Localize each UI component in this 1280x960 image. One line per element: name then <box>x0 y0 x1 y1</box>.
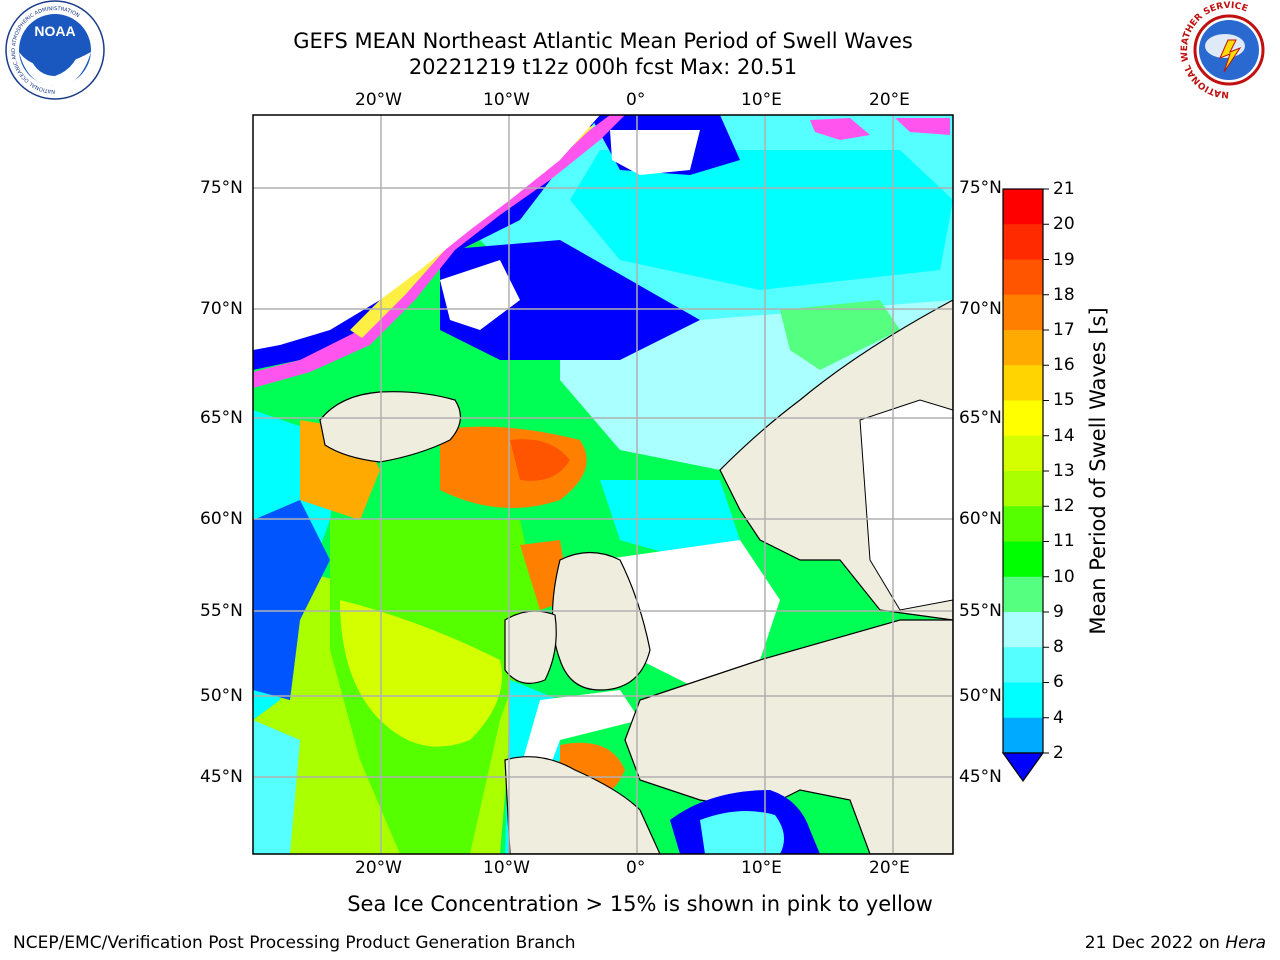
colorbar-tick-label: 20 <box>1053 214 1075 234</box>
lon-label-top-10w: 10°W <box>483 90 530 110</box>
colorbar-segment <box>1003 471 1043 507</box>
noaa-logo-text: NOAA <box>34 23 75 39</box>
colorbar-segment <box>1003 576 1043 613</box>
nws-logo: NATIONAL WEATHER SERVICE <box>1178 0 1280 100</box>
mediterranean-cyan <box>700 811 784 854</box>
swell-field-west-blue <box>253 500 330 700</box>
swell-field-faroes-red <box>510 439 570 481</box>
biscay-inner-mask <box>520 690 640 780</box>
ireland-land <box>504 610 557 684</box>
colorbar-tick-label: 9 <box>1053 602 1064 622</box>
map-graticule <box>253 115 953 854</box>
colorbar-segment <box>1003 612 1043 648</box>
jan-mayen-mask <box>440 260 520 330</box>
colorbar-tick-label: 21 <box>1053 179 1075 199</box>
colorbar-tick-label: 2 <box>1053 743 1064 763</box>
map-panel <box>253 115 953 854</box>
swell-field-north-bright-cyan <box>570 150 953 290</box>
colorbar-segment <box>1003 717 1043 754</box>
colorbar-tick-label: 16 <box>1053 355 1075 375</box>
colorbar-tick-marks <box>1043 188 1049 754</box>
baltic-mask <box>859 399 953 611</box>
colorbar-segment <box>1003 259 1043 296</box>
lon-label-bottom-10w: 10°W <box>483 858 530 878</box>
colorbar-tick-label: 19 <box>1053 250 1075 270</box>
map-frame <box>252 114 954 855</box>
colorbar-tick-label: 18 <box>1053 285 1075 305</box>
lat-label-right-60n: 60°N <box>959 509 1002 529</box>
lat-label-right-75n: 75°N <box>959 178 1002 198</box>
sea-ice-note-text: Sea Ice Concentration > 15% is shown in … <box>347 892 933 916</box>
chart-subtitle: 20221219 t12z 000h fcst Max: 20.51 <box>408 55 798 79</box>
colorbar-tick-label: 13 <box>1053 461 1075 481</box>
colorbar-tick-label: 14 <box>1053 426 1075 446</box>
colorbar-segment <box>1003 365 1043 402</box>
swell-field-southwest-cyan <box>253 720 300 854</box>
footer-machine: Hera <box>1225 933 1266 953</box>
lat-label-right-55n: 55°N <box>959 601 1002 621</box>
lon-label-top-10e: 10°E <box>741 90 782 110</box>
iberia-land <box>504 756 661 854</box>
colorbar-tick-label: 4 <box>1053 708 1064 728</box>
footer-date: 21 Dec 2022 on Hera <box>1085 932 1266 954</box>
sea-ice-franz-josef <box>895 118 950 135</box>
colorbar-tick-label: 12 <box>1053 496 1075 516</box>
sea-ice-svalbard <box>810 118 870 140</box>
lat-label-right-65n: 65°N <box>959 408 1002 428</box>
lon-label-top-20e: 20°E <box>869 90 910 110</box>
colorbar-segment <box>1003 400 1043 437</box>
colorbar-segment <box>1003 224 1043 261</box>
lat-label-left-65n: 65°N <box>200 408 243 428</box>
colorbar-tick-label: 8 <box>1053 637 1064 657</box>
lon-label-top-0: 0° <box>626 90 646 110</box>
colorbar-segment <box>1003 189 1043 225</box>
lon-label-bottom-20w: 20°W <box>355 858 402 878</box>
footer-date-text: 21 Dec 2022 on <box>1084 933 1220 953</box>
colorbar-under-triangle <box>1001 752 1045 783</box>
lon-label-top-20w: 20°W <box>355 90 402 110</box>
colorbar-tick-label: 17 <box>1053 320 1075 340</box>
footer-credit: NCEP/EMC/Verification Post Processing Pr… <box>13 933 576 953</box>
lat-label-left-45n: 45°N <box>200 767 243 787</box>
lat-label-right-70n: 70°N <box>959 299 1002 319</box>
lat-label-right-50n: 50°N <box>959 686 1002 706</box>
colorbar-segment <box>1003 541 1043 578</box>
chart-title: GEFS MEAN Northeast Atlantic Mean Period… <box>293 29 913 53</box>
colorbar-tick-label: 10 <box>1053 567 1075 587</box>
colorbar-segment <box>1003 506 1043 543</box>
lat-label-left-55n: 55°N <box>200 601 243 621</box>
swell-field-north-sea-cyan <box>600 480 740 560</box>
svalbard-mask <box>610 130 700 175</box>
lat-label-left-50n: 50°N <box>200 686 243 706</box>
colorbar-tick-label: 11 <box>1053 531 1075 551</box>
colorbar-segment <box>1003 682 1043 719</box>
colorbar-label: Mean Period of Swell Waves [s] <box>1086 307 1110 635</box>
colorbar-segment <box>1003 294 1043 331</box>
colorbar-segment <box>1003 330 1043 366</box>
iceland-land <box>319 391 461 463</box>
europe-mainland-land <box>624 619 953 854</box>
lat-label-right-45n: 45°N <box>959 767 1002 787</box>
colorbar-segments <box>1003 189 1043 754</box>
lat-label-left-70n: 70°N <box>200 299 243 319</box>
colorbar-segment <box>1003 647 1043 684</box>
lat-label-left-60n: 60°N <box>200 509 243 529</box>
colorbar-tick-label: 6 <box>1053 672 1064 692</box>
lon-label-bottom-20e: 20°E <box>869 858 910 878</box>
lon-label-bottom-0: 0° <box>626 858 646 878</box>
swell-field-northnorway-green <box>780 300 900 370</box>
lon-label-bottom-10e: 10°E <box>741 858 782 878</box>
lat-label-left-75n: 75°N <box>200 178 243 198</box>
noaa-logo: NOAA NATIONAL OCEANIC AND ATMOSPHERIC AD… <box>0 0 110 100</box>
greenland-mask <box>253 115 600 350</box>
colorbar-tick-label: 15 <box>1053 390 1075 410</box>
colorbar <box>1001 188 1049 783</box>
colorbar-segment <box>1003 435 1043 472</box>
swell-field-faroes-orange <box>440 426 587 508</box>
sea-ice-note: Sea Ice Concentration > 15% is shown in … <box>0 891 1280 917</box>
